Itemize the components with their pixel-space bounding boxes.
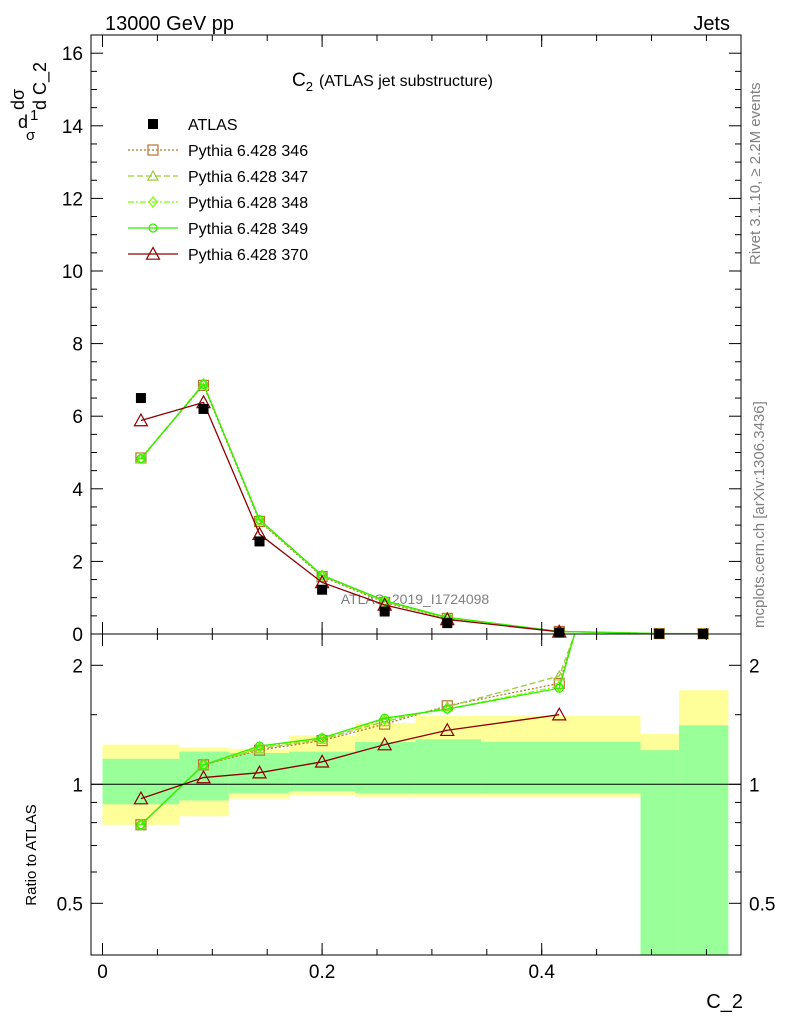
plot-title: C2 (ATLAS jet substructure) — [292, 70, 493, 94]
header-right: Jets — [693, 13, 730, 35]
ratio-tick-label-2: 2 — [72, 656, 83, 677]
y-tick-label-8: 16 — [62, 44, 83, 65]
band-inner-5 — [415, 739, 482, 794]
legend-label-p370: Pythia 6.428 370 — [188, 247, 308, 264]
data-point-2 — [254, 536, 265, 547]
legend-marker-p346 — [147, 144, 159, 156]
ratio-tick-label-0: 0.5 — [57, 894, 83, 915]
ratio-point-p370-3 — [314, 754, 330, 768]
x-tick-label-2: 0.4 — [528, 962, 555, 983]
legend-marker-data — [148, 119, 158, 129]
data-point-5 — [442, 618, 453, 629]
y-axis-label-ratio: Ratio to ATLAS — [23, 804, 40, 905]
y-axis-label-main: d 1 σ dσ d C_2 — [8, 62, 51, 144]
y-tick-label-1: 2 — [72, 552, 83, 573]
legend-label-p348: Pythia 6.428 348 — [188, 195, 308, 212]
data-point-4 — [379, 606, 390, 617]
side-label-top: Rivet 3.1.10, ≥ 2.2M events — [747, 83, 764, 266]
y-tick-label-0: 0 — [72, 625, 83, 646]
point-p348-0 — [136, 452, 146, 465]
header-left: 13000 GeV pp — [105, 13, 234, 35]
ratio-point-p370-2 — [251, 764, 268, 779]
legend-marker-p370 — [145, 246, 161, 260]
ratio-point-p370-5 — [439, 722, 455, 737]
ratio-tick-label-1: 1 — [72, 775, 83, 796]
band-inner-7 — [640, 750, 679, 955]
y-tick-label-3: 6 — [72, 407, 83, 428]
y-tick-label-5: 10 — [62, 262, 83, 283]
ratio-point-p370-4 — [377, 736, 393, 751]
y-label-dsigma: dσ — [8, 89, 28, 110]
x-tick-label-0: 0 — [97, 962, 108, 983]
ratio-panel-frame — [90, 633, 742, 956]
ratio-point-p348-5 — [442, 703, 453, 716]
band-inner-8 — [678, 725, 729, 955]
legend-label-p349: Pythia 6.428 349 — [188, 221, 308, 238]
ratio-point-p347-6 — [553, 669, 566, 681]
legend: ATLAS Pythia 6.428 346 Pythia 6.428 347 Pyt… — [128, 117, 308, 264]
band-inner-3 — [289, 751, 356, 792]
ratio-tick-label-right-0: 0.5 — [749, 894, 775, 915]
ratio-bands — [102, 690, 729, 955]
ratio-line-p349 — [140, 633, 576, 826]
band-inner-6 — [481, 741, 641, 794]
legend-label-p347: Pythia 6.428 347 — [188, 169, 308, 186]
legend-marker-p347 — [146, 169, 160, 181]
y-tick-label-6: 12 — [62, 189, 83, 210]
y-label-d1: d — [18, 112, 28, 132]
x-tick-label-1: 0.2 — [309, 962, 335, 983]
ratio-line-p370 — [140, 714, 560, 800]
x-axis-label: C_2 — [706, 991, 743, 1013]
ratio-point-p370-0 — [133, 790, 149, 805]
ratio-tick-label-right-2: 2 — [749, 656, 760, 677]
ratio-point-p370-6 — [551, 706, 567, 721]
legend-label-p346: Pythia 6.428 346 — [188, 143, 308, 160]
point-p370-0 — [133, 412, 149, 427]
ratio-point-p370-1 — [195, 769, 212, 784]
legend-marker-p348 — [148, 196, 158, 208]
ratio-point-p348-3 — [317, 731, 327, 744]
data-point-1 — [198, 403, 209, 414]
y-tick-label-4: 8 — [72, 335, 83, 356]
y-label-dc2: d C_2 — [30, 62, 51, 110]
data-point-0 — [135, 393, 146, 404]
y-label-sigma: σ — [26, 127, 36, 144]
legend-label-data: ATLAS — [188, 117, 238, 134]
y-label-1: 1 — [30, 107, 38, 124]
y-tick-label-2: 4 — [72, 480, 83, 501]
y-tick-label-7: 14 — [62, 117, 84, 138]
data-point-3 — [317, 584, 328, 595]
point-p348-2 — [254, 514, 265, 526]
data-point-6 — [554, 627, 565, 638]
side-label-bottom: mcplots.cern.ch [arXiv:1306.3436] — [751, 401, 768, 628]
ratio-tick-label-right-1: 1 — [749, 775, 760, 796]
ratio-line-p347 — [140, 633, 576, 826]
band-inner-0 — [102, 758, 180, 805]
